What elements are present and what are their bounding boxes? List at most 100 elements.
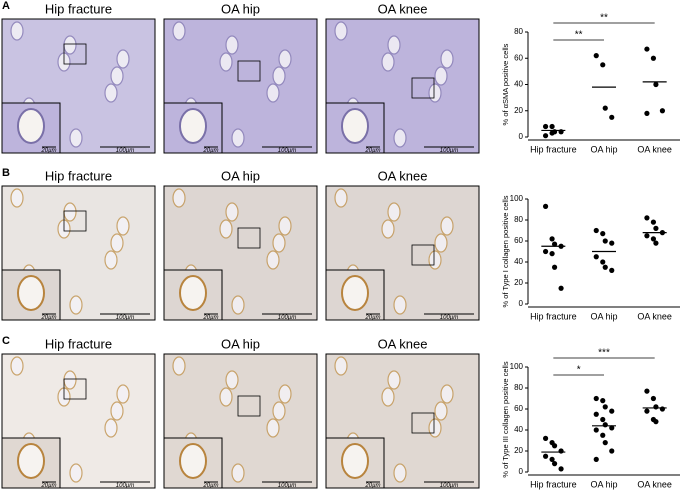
data-point — [650, 395, 657, 402]
data-point — [609, 114, 615, 120]
cell — [428, 250, 442, 270]
cell — [434, 66, 448, 86]
cell — [272, 401, 286, 421]
data-point — [602, 422, 608, 428]
cell — [278, 49, 292, 69]
y-tick-label: 60 — [514, 404, 523, 413]
data-point — [650, 219, 657, 225]
cell — [387, 35, 401, 55]
y-tick-label: 60 — [514, 236, 523, 245]
x-tick-label: OA knee — [637, 479, 672, 489]
image-title: OA knee — [378, 168, 428, 183]
data-point — [593, 254, 599, 260]
cell — [63, 370, 77, 390]
panel-label: A — [2, 0, 10, 12]
scale-small: 20µm — [40, 483, 56, 489]
scale-small: 20µm — [202, 483, 218, 489]
scale-large: 100µm — [278, 315, 296, 321]
inset-cell — [17, 108, 45, 144]
y-axis-label: % of Type I collagen positive cells — [501, 195, 510, 307]
cell — [440, 49, 454, 69]
data-point — [542, 453, 549, 459]
data-point — [659, 108, 666, 114]
cell — [334, 356, 348, 376]
data-point — [602, 404, 608, 410]
cell — [116, 216, 130, 236]
data-point — [600, 432, 606, 438]
image-title: Hip fracture — [45, 168, 112, 183]
zoom-box — [63, 210, 87, 232]
y-tick-label: 80 — [514, 383, 523, 392]
cell — [440, 216, 454, 236]
data-point — [602, 264, 608, 270]
data-point — [542, 133, 549, 139]
y-tick-label: 100 — [510, 362, 524, 371]
cell — [434, 233, 448, 253]
x-tick-label: OA knee — [637, 311, 672, 321]
cell — [172, 188, 186, 208]
cell — [10, 21, 24, 41]
data-point — [653, 419, 659, 425]
significance-label: * — [577, 365, 581, 376]
inset-cell — [17, 443, 45, 479]
scale-large: 100µm — [440, 148, 458, 154]
x-tick-label: OA hip — [590, 479, 617, 489]
x-tick-label: Hip fracture — [530, 311, 577, 321]
data-point — [600, 231, 606, 237]
significance-label: *** — [598, 348, 610, 359]
cell — [116, 384, 130, 404]
data-point — [644, 408, 650, 414]
y-tick-label: 0 — [519, 132, 524, 141]
cell — [334, 188, 348, 208]
x-tick-label: Hip fracture — [530, 144, 577, 154]
scale-small: 20µm — [364, 315, 380, 321]
cell — [387, 202, 401, 222]
scale-large: 100µm — [116, 483, 134, 489]
zoom-box — [411, 77, 435, 99]
cell — [272, 233, 286, 253]
data-point — [659, 406, 666, 412]
zoom-box — [237, 395, 261, 417]
scale-small: 20µm — [40, 148, 56, 154]
cell — [393, 128, 407, 148]
data-point — [609, 267, 615, 273]
cell — [110, 66, 124, 86]
scale-large: 100µm — [116, 315, 134, 321]
x-tick-label: OA hip — [590, 311, 617, 321]
cell — [428, 418, 442, 438]
cell — [110, 233, 124, 253]
data-point — [602, 238, 608, 244]
cell — [104, 250, 118, 270]
data-point — [593, 227, 599, 234]
cell — [225, 202, 239, 222]
data-point — [600, 259, 606, 265]
cell — [10, 188, 24, 208]
cell — [104, 418, 118, 438]
y-axis-label: % of Type III collagen positive cells — [501, 361, 510, 477]
image-title: OA hip — [221, 336, 260, 351]
data-point — [593, 411, 599, 417]
zoom-box — [237, 60, 261, 82]
cell — [225, 370, 239, 390]
cell — [172, 356, 186, 376]
scale-large: 100µm — [440, 315, 458, 321]
scale-large: 100µm — [278, 483, 296, 489]
data-point — [558, 466, 564, 472]
y-axis-label: % of αSMA positive cells — [501, 43, 510, 125]
panel-label: B — [2, 167, 10, 179]
cell — [69, 463, 83, 483]
y-tick-label: 40 — [514, 425, 523, 434]
zoom-box — [63, 43, 87, 65]
cell — [393, 463, 407, 483]
inset-cell — [179, 443, 207, 479]
cell — [219, 219, 233, 239]
data-point — [600, 62, 606, 68]
scale-small: 20µm — [40, 315, 56, 321]
data-point — [644, 233, 650, 239]
cell — [278, 216, 292, 236]
cell — [10, 356, 24, 376]
x-tick-label: OA hip — [590, 144, 617, 154]
cell — [434, 401, 448, 421]
